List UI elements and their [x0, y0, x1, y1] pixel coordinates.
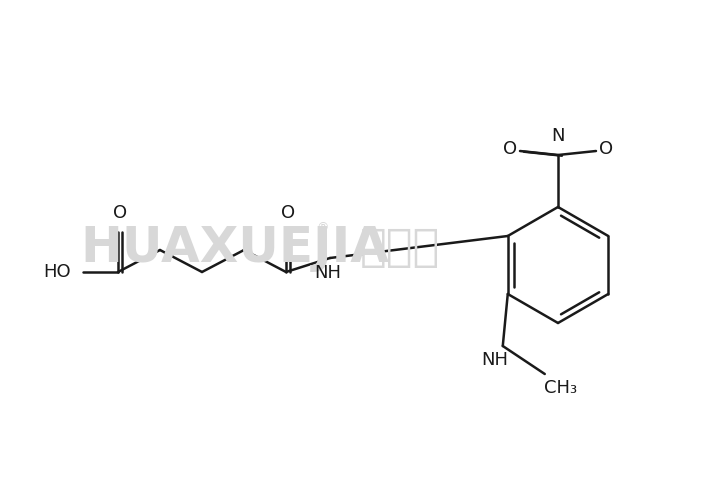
Text: ®: ® — [316, 221, 328, 235]
Text: NH: NH — [482, 351, 508, 369]
Text: O: O — [281, 204, 295, 222]
Text: 化学加: 化学加 — [360, 227, 440, 269]
Text: NH: NH — [315, 264, 341, 282]
Text: HO: HO — [44, 263, 71, 281]
Text: O: O — [113, 204, 127, 222]
Text: CH₃: CH₃ — [544, 379, 577, 397]
Text: O: O — [503, 140, 517, 158]
Text: N: N — [551, 127, 565, 145]
Text: O: O — [599, 140, 613, 158]
Text: HUAXUEJIA: HUAXUEJIA — [80, 224, 389, 272]
